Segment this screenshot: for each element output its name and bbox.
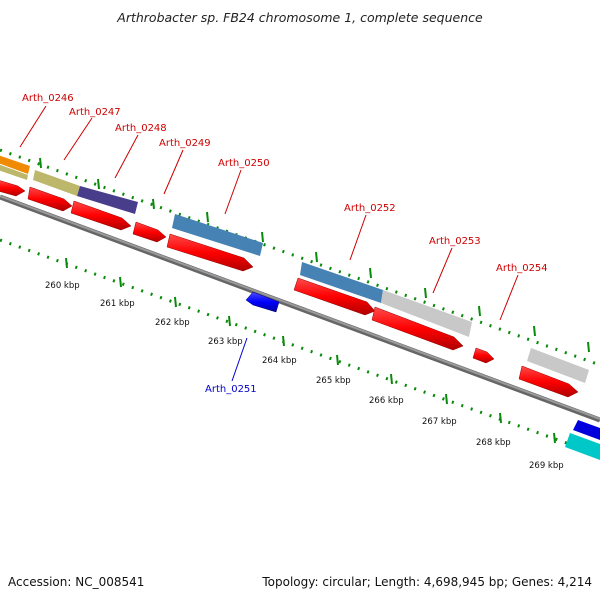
cds-arrow [166, 233, 254, 272]
gene-label: Arth_0253 [429, 236, 481, 247]
feature-cyan [565, 433, 600, 460]
kbp-label: 267 kbp [422, 417, 457, 427]
cds-arrow [70, 200, 132, 231]
gene-label: Arth_0250 [218, 158, 270, 169]
kbp-labels: 260 kbp 261 kbp 262 kbp 263 kbp 264 kbp … [45, 281, 564, 471]
gene-label: Arth_0246 [22, 93, 74, 104]
feature-bars [0, 155, 600, 460]
gene-label: Arth_0249 [159, 138, 211, 149]
kbp-label: 265 kbp [316, 376, 351, 386]
feature-silver-2 [527, 348, 589, 383]
summary-label: Topology: circular; Length: 4,698,945 bp… [262, 575, 592, 589]
kbp-label: 268 kbp [476, 438, 511, 448]
feature-khaki-0 [0, 164, 28, 180]
kbp-label: 264 kbp [262, 356, 297, 366]
feature-orange [0, 155, 30, 174]
outer-major-ticks [39, 157, 590, 353]
cds-arrow [518, 365, 579, 398]
label-connectors [19, 105, 519, 382]
cds-arrow [0, 180, 26, 197]
feature-silver-1 [381, 290, 472, 337]
inner-major-ticks [65, 257, 556, 444]
feature-slate [77, 186, 138, 214]
kbp-label: 269 kbp [529, 461, 564, 471]
feature-khaki [33, 170, 80, 196]
gene-label: Arth_0251 [205, 384, 257, 395]
cds-arrows [0, 180, 579, 398]
gene-label: Arth_0248 [115, 123, 167, 134]
map-title: Arthrobacter sp. FB24 chromosome 1, comp… [117, 10, 483, 25]
cds-arrow [132, 221, 167, 243]
cds-arrow [472, 347, 495, 364]
kbp-label: 263 kbp [208, 337, 243, 347]
feature-blue-edge [573, 420, 600, 440]
kbp-label: 266 kbp [369, 396, 404, 406]
gene-label: Arth_0252 [344, 203, 396, 214]
reverse-cds-arrow [245, 291, 280, 313]
accession-label: Accession: NC_008541 [8, 575, 145, 589]
cds-arrow [371, 306, 464, 351]
gene-labels: Arth_0246 Arth_0247 Arth_0248 Arth_0249 … [22, 93, 548, 395]
cds-arrow [27, 186, 73, 212]
cds-arrow [293, 277, 376, 316]
feature-steel-2 [300, 262, 383, 303]
forward-tick-track [0, 148, 600, 367]
kbp-label: 260 kbp [45, 281, 80, 291]
gene-label: Arth_0254 [496, 263, 548, 274]
gene-label: Arth_0247 [69, 107, 121, 118]
kbp-label: 262 kbp [155, 318, 190, 328]
feature-steel-1 [172, 214, 263, 256]
kbp-label: 261 kbp [100, 299, 135, 309]
